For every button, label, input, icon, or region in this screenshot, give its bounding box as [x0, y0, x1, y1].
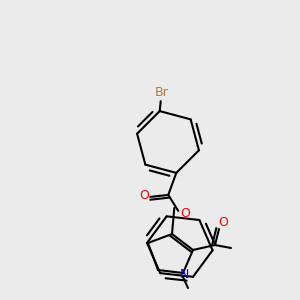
Text: O: O [180, 207, 190, 220]
Text: Br: Br [155, 86, 169, 99]
Text: O: O [218, 217, 228, 230]
Text: N: N [179, 268, 189, 281]
Text: O: O [139, 189, 149, 203]
